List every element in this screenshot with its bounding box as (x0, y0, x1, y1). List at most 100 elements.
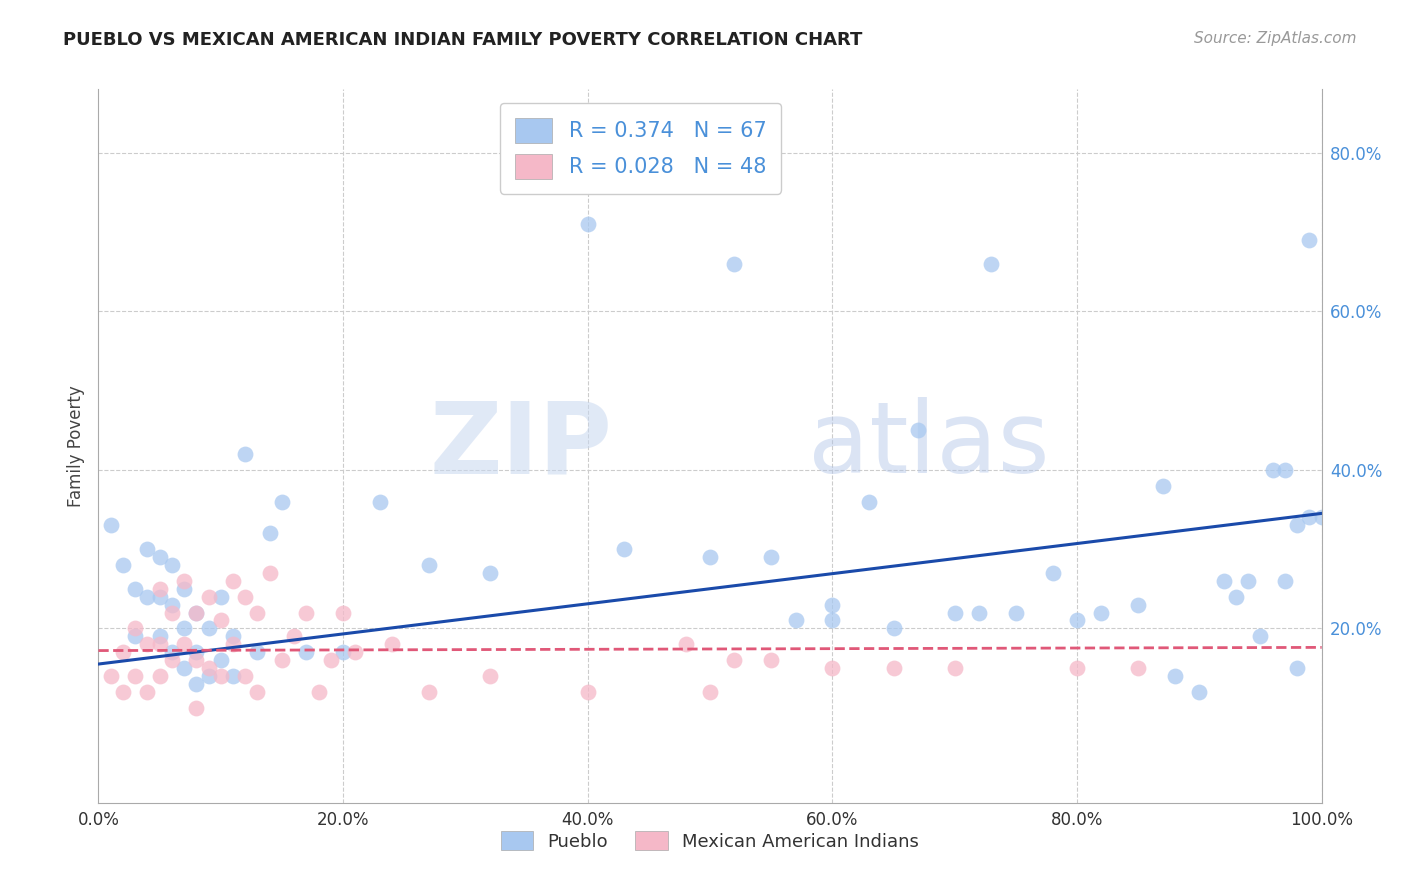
Point (1298, 233, 1320, 247)
Point (418, 558, 440, 572)
Point (883, 661, 905, 675)
Point (160, 598, 183, 612)
Point (246, 685, 269, 699)
Point (173, 574, 195, 588)
Point (1128, 661, 1150, 675)
Point (186, 677, 208, 691)
Point (576, 685, 599, 699)
Point (149, 590, 172, 604)
Point (1128, 598, 1150, 612)
Point (197, 590, 219, 604)
Point (368, 494, 391, 508)
Point (259, 566, 281, 580)
Point (270, 653, 294, 667)
Point (136, 542, 159, 557)
Point (332, 606, 354, 620)
Point (723, 257, 745, 271)
Point (209, 590, 232, 604)
Point (1152, 478, 1174, 492)
Point (332, 645, 354, 659)
Point (821, 614, 844, 628)
Point (1004, 606, 1026, 620)
Point (124, 669, 146, 683)
Point (173, 637, 195, 651)
Point (124, 629, 146, 643)
Point (344, 645, 367, 659)
Point (699, 685, 721, 699)
Point (222, 637, 245, 651)
Y-axis label: Family Poverty: Family Poverty (66, 385, 84, 507)
Point (1225, 590, 1247, 604)
Point (1286, 518, 1309, 533)
Point (209, 669, 232, 683)
Point (197, 621, 219, 635)
Point (222, 574, 245, 588)
Point (111, 645, 134, 659)
Point (160, 606, 183, 620)
Point (209, 653, 232, 667)
Point (124, 621, 146, 635)
Point (723, 653, 745, 667)
Point (100, 518, 122, 533)
Point (186, 700, 208, 714)
Point (283, 629, 305, 643)
Point (270, 494, 294, 508)
Point (478, 669, 501, 683)
Legend: Pueblo, Mexican American Indians: Pueblo, Mexican American Indians (494, 824, 927, 858)
Point (295, 606, 318, 620)
Point (173, 621, 195, 635)
Point (1274, 463, 1296, 477)
Point (149, 629, 172, 643)
Point (233, 447, 256, 461)
Point (613, 542, 636, 557)
Text: PUEBLO VS MEXICAN AMERICAN INDIAN FAMILY POVERTY CORRELATION CHART: PUEBLO VS MEXICAN AMERICAN INDIAN FAMILY… (63, 31, 863, 49)
Point (197, 661, 219, 675)
Point (883, 621, 905, 635)
Point (1066, 661, 1088, 675)
Point (1274, 574, 1296, 588)
Point (319, 653, 342, 667)
Point (100, 669, 122, 683)
Point (943, 661, 966, 675)
Point (1042, 566, 1064, 580)
Point (246, 645, 269, 659)
Point (1212, 574, 1234, 588)
Point (1090, 606, 1112, 620)
Point (149, 637, 172, 651)
Point (907, 423, 929, 437)
Point (186, 653, 208, 667)
Point (149, 669, 172, 683)
Text: Source: ZipAtlas.com: Source: ZipAtlas.com (1194, 31, 1357, 46)
Point (186, 606, 208, 620)
Point (761, 653, 783, 667)
Point (699, 549, 721, 564)
Point (136, 637, 159, 651)
Point (1298, 510, 1320, 524)
Point (1188, 685, 1211, 699)
Point (233, 590, 256, 604)
Point (160, 645, 183, 659)
Point (259, 526, 281, 541)
Point (1286, 661, 1309, 675)
Point (785, 614, 807, 628)
Point (821, 598, 844, 612)
Point (1261, 463, 1284, 477)
Point (308, 685, 330, 699)
Point (1066, 614, 1088, 628)
Point (943, 606, 966, 620)
Point (675, 637, 697, 651)
Point (295, 645, 318, 659)
Point (136, 685, 159, 699)
Point (967, 606, 990, 620)
Point (980, 257, 1002, 271)
Point (381, 637, 404, 651)
Point (858, 494, 880, 508)
Point (761, 549, 783, 564)
Point (136, 590, 159, 604)
Point (209, 614, 232, 628)
Point (222, 669, 245, 683)
Point (1237, 574, 1260, 588)
Point (1310, 510, 1333, 524)
Point (149, 582, 172, 596)
Point (197, 669, 219, 683)
